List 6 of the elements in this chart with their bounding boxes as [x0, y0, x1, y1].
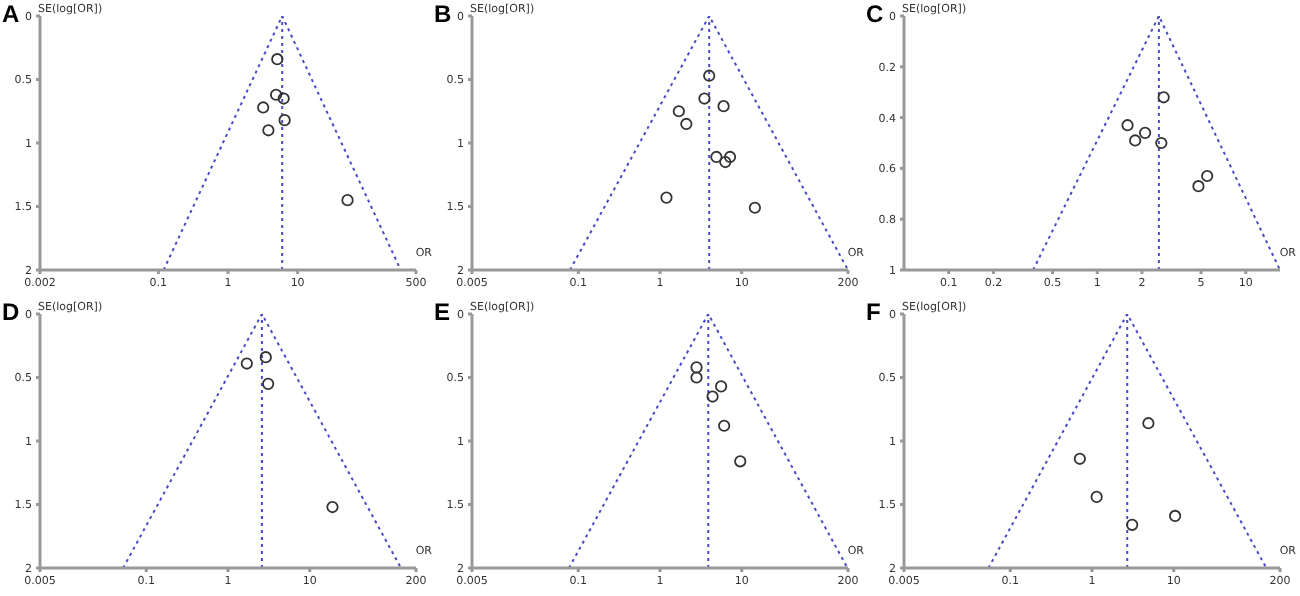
chart-title: D: [2, 298, 20, 326]
chart-title: E: [434, 298, 451, 326]
chart-title: F: [866, 298, 881, 326]
chart-title: C: [866, 0, 884, 28]
chart-title: B: [434, 0, 452, 28]
chart-title: A: [2, 0, 20, 28]
